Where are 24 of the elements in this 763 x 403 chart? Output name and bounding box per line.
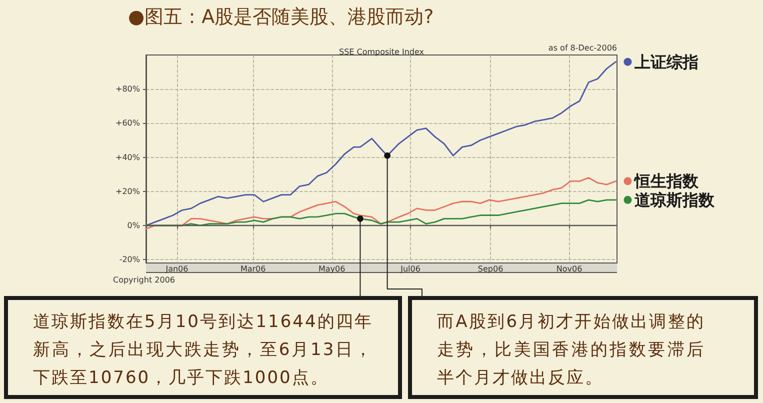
y-tick-label: +40% <box>116 152 140 162</box>
line-series <box>145 61 616 226</box>
chart-title: ●图五：A股是否随美股、港股而动? <box>128 5 434 30</box>
line-series <box>145 199 616 226</box>
x-tick-label: Jul06 <box>400 264 420 274</box>
x-tick-label: Sep06 <box>478 264 504 274</box>
y-tick-label: +80% <box>116 84 140 94</box>
text: as of 8-Dec-2006 <box>548 44 618 52</box>
annotation: 道琼斯指数在5月10号到达11644的四年新高，之后出现大跌走势，至6月13日，下跌至10760，几乎下跌1000点。 <box>33 311 373 390</box>
legend-label: 道琼斯指数 <box>634 190 716 210</box>
x-tick-label: May06 <box>318 264 346 274</box>
chart-subtitle: SSE Composite Index <box>338 48 424 56</box>
y-tick-label: +60% <box>116 118 140 128</box>
y-tick-label: 0% <box>127 220 140 230</box>
x-tick-label: Jan06 <box>164 264 188 274</box>
y-tick-label: -20% <box>119 255 140 264</box>
annotation: 而A股到6月初才开始做出调整的走势，比美国香港的指数要滞后半个月才做出反应。 <box>437 311 705 390</box>
y-tick-label: +20% <box>116 186 140 196</box>
line-series <box>145 177 616 230</box>
x-tick-label: Mar06 <box>240 264 266 274</box>
legend-label: 上证综指 <box>634 52 699 72</box>
text: Copyright 2006 <box>113 276 175 284</box>
legend-label: 恒生指数 <box>634 172 700 191</box>
x-tick-label: Nov06 <box>556 264 582 274</box>
